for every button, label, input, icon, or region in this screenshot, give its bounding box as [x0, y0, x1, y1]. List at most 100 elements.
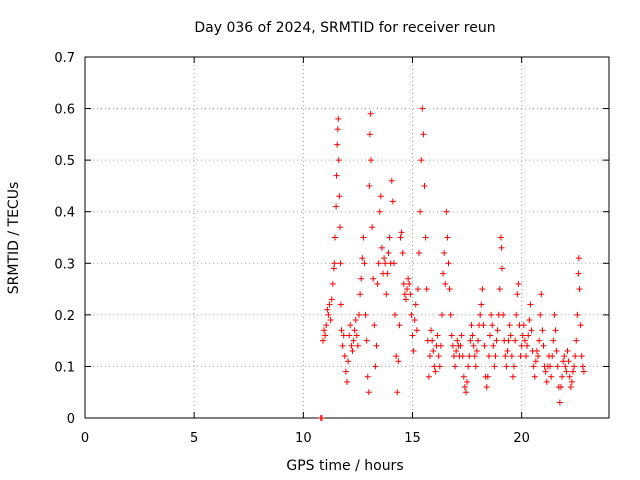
data-point: [493, 337, 500, 344]
data-point: [519, 332, 526, 339]
data-point: [515, 280, 522, 287]
data-point: [503, 363, 510, 370]
data-point: [460, 373, 467, 380]
data-point: [411, 317, 418, 324]
data-point: [339, 342, 346, 349]
data-point: [400, 280, 407, 287]
data-point: [335, 115, 342, 122]
data-point: [508, 353, 515, 360]
data-point: [496, 286, 503, 293]
data-point: [321, 327, 328, 334]
data-point: [396, 322, 403, 329]
data-point: [366, 131, 373, 138]
data-point: [410, 347, 417, 354]
data-point: [351, 327, 358, 334]
data-point: [443, 208, 450, 215]
data-point: [368, 157, 375, 164]
data-point: [557, 384, 564, 391]
data-point: [402, 296, 409, 303]
data-point: [435, 353, 442, 360]
data-point: [323, 322, 330, 329]
data-point: [564, 347, 571, 354]
data-point: [405, 275, 412, 282]
data-point: [437, 342, 444, 349]
data-point: [352, 317, 359, 324]
data-point: [458, 332, 465, 339]
data-point: [556, 399, 563, 406]
data-point: [358, 275, 365, 282]
data-point: [331, 260, 338, 267]
data-point: [579, 363, 586, 370]
data-point: [525, 332, 532, 339]
data-point: [361, 260, 368, 267]
data-point: [322, 332, 329, 339]
data-point: [422, 234, 429, 241]
data-point: [378, 244, 385, 251]
data-point: [389, 198, 396, 205]
data-point: [469, 332, 476, 339]
data-point: [441, 249, 448, 256]
data-point: [420, 131, 427, 138]
data-point: [367, 110, 374, 117]
data-point: [507, 332, 514, 339]
data-point: [553, 347, 560, 354]
data-point: [318, 415, 325, 421]
x-tick-label: 20: [513, 431, 530, 446]
data-point: [452, 363, 459, 370]
data-point: [390, 260, 397, 267]
x-tick-label: 10: [295, 431, 312, 446]
data-point: [536, 337, 543, 344]
data-point: [328, 296, 335, 303]
data-point: [408, 311, 415, 318]
data-point: [446, 286, 453, 293]
data-point: [346, 332, 353, 339]
data-point: [485, 353, 492, 360]
data-point: [552, 327, 559, 334]
data-point: [442, 280, 449, 287]
data-point: [430, 347, 437, 354]
data-point: [480, 322, 487, 329]
data-point: [445, 260, 452, 267]
data-point: [434, 332, 441, 339]
data-point: [429, 337, 436, 344]
data-point: [539, 327, 546, 334]
data-point: [574, 311, 581, 318]
data-point: [363, 337, 370, 344]
data-point: [372, 363, 379, 370]
data-point: [329, 280, 336, 287]
data-point: [526, 317, 533, 324]
data-point: [505, 337, 512, 344]
data-point: [357, 291, 364, 298]
data-point: [428, 327, 435, 334]
data-point: [566, 373, 573, 380]
data-point: [394, 389, 401, 396]
data-point: [386, 234, 393, 241]
data-points: [317, 105, 587, 421]
data-point: [432, 368, 439, 375]
data-point: [337, 301, 344, 308]
data-point: [561, 353, 568, 360]
y-axis-label: SRMTID / TECUs: [6, 182, 22, 295]
chart-title: Day 036 of 2024, SRMTID for receiver reu…: [194, 20, 495, 36]
x-axis-ticks: 0 5 10 15 20: [81, 57, 530, 446]
data-point: [375, 260, 382, 267]
data-point: [436, 363, 443, 370]
data-point: [543, 378, 550, 385]
data-point: [535, 353, 542, 360]
data-point: [425, 373, 432, 380]
data-point: [464, 378, 471, 385]
data-point: [466, 353, 473, 360]
data-point: [461, 384, 468, 391]
x-tick-label: 0: [81, 431, 89, 446]
data-point: [533, 347, 540, 354]
data-point: [542, 368, 549, 375]
data-point: [513, 311, 520, 318]
data-point: [369, 224, 376, 231]
data-point: [392, 311, 399, 318]
data-point: [500, 311, 507, 318]
y-tick-label: 0.1: [54, 360, 75, 375]
data-point: [531, 373, 538, 380]
data-point: [373, 342, 380, 349]
data-point: [326, 301, 333, 308]
